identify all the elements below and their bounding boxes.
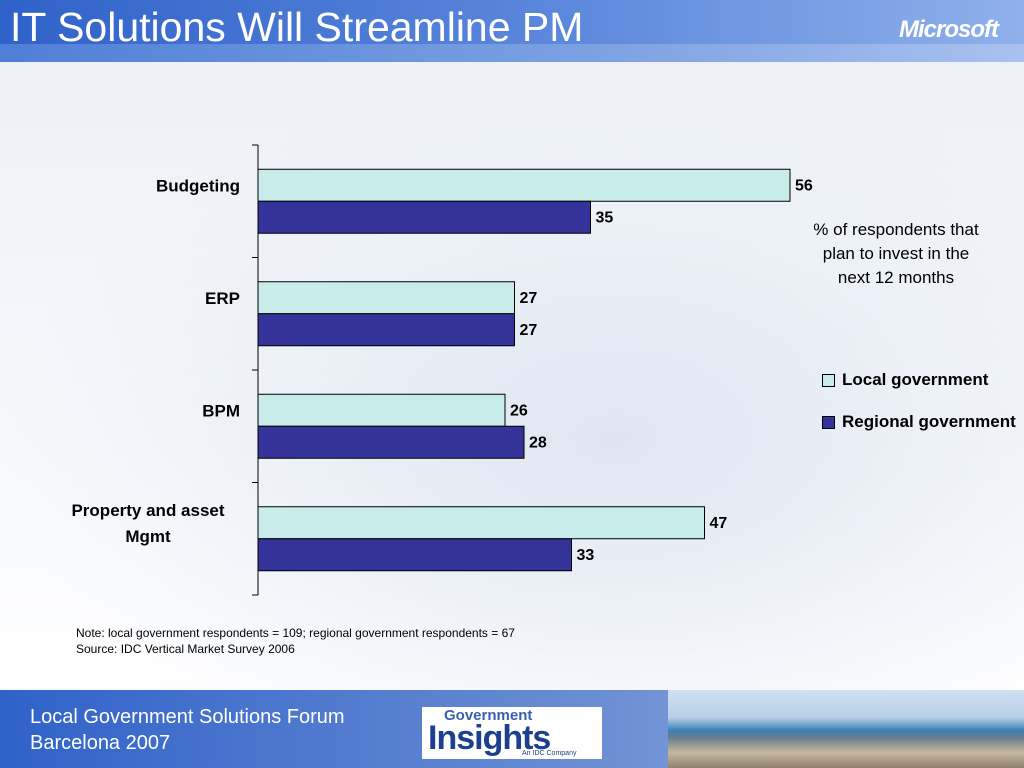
data-label: 27	[520, 322, 538, 339]
chart-annotation: % of respondents that plan to invest in …	[813, 220, 979, 287]
category-label: BPM	[202, 401, 240, 420]
event-name: Local Government Solutions Forum	[30, 706, 345, 728]
category-label: ERP	[205, 289, 240, 308]
bar-regional	[257, 200, 591, 234]
logo-text-government: Government	[444, 707, 533, 724]
microsoft-logo: Microsoft	[899, 16, 999, 43]
event-place: Barcelona 2007	[30, 732, 171, 754]
data-label: 35	[596, 209, 614, 226]
government-insights-logo: Government Insights An IDC Company	[422, 707, 602, 759]
legend-item-local: Local government	[822, 368, 1022, 392]
data-label: 28	[529, 434, 547, 451]
bar-regional	[257, 425, 525, 459]
title-bar-stripe	[0, 44, 1024, 62]
respondents-note: Note: local government respondents = 109…	[76, 626, 515, 640]
category-label: Property and asset	[71, 501, 224, 520]
footer-bar: Local Government Solutions Forum Barcelo…	[0, 690, 1024, 768]
city-background	[0, 62, 1024, 690]
chart-legend: Local government Regional government	[822, 368, 1022, 452]
title-bar: IT Solutions Will Streamline PM Microsof…	[0, 0, 1024, 62]
source-note: Source: IDC Vertical Market Survey 2006	[76, 642, 295, 656]
data-label: 27	[520, 290, 538, 307]
data-label: 33	[577, 547, 595, 564]
logo-text-tagline: An IDC Company	[522, 750, 577, 757]
category-label: Budgeting	[156, 176, 240, 195]
bar-local	[257, 506, 705, 540]
bar-local	[257, 168, 791, 202]
slide-title: IT Solutions Will Streamline PM	[10, 4, 584, 50]
legend-item-regional: Regional government	[822, 410, 1022, 434]
data-label: 26	[510, 402, 528, 419]
barcelona-photo	[668, 690, 1024, 768]
chart-notes: Note: local government respondents = 109…	[76, 625, 515, 657]
category-label: Mgmt	[125, 527, 171, 546]
bar-regional	[257, 538, 572, 572]
legend-label-regional: Regional government	[842, 412, 1016, 431]
logo-text-insights: Insights	[428, 719, 551, 757]
bar-regional	[257, 313, 515, 347]
legend-label-local: Local government	[842, 370, 989, 389]
bar-local	[257, 393, 506, 427]
data-label: 47	[710, 515, 728, 532]
legend-swatch-local	[822, 374, 835, 387]
bar-local	[257, 281, 515, 315]
legend-swatch-regional	[822, 416, 835, 429]
data-label: 56	[795, 177, 813, 194]
